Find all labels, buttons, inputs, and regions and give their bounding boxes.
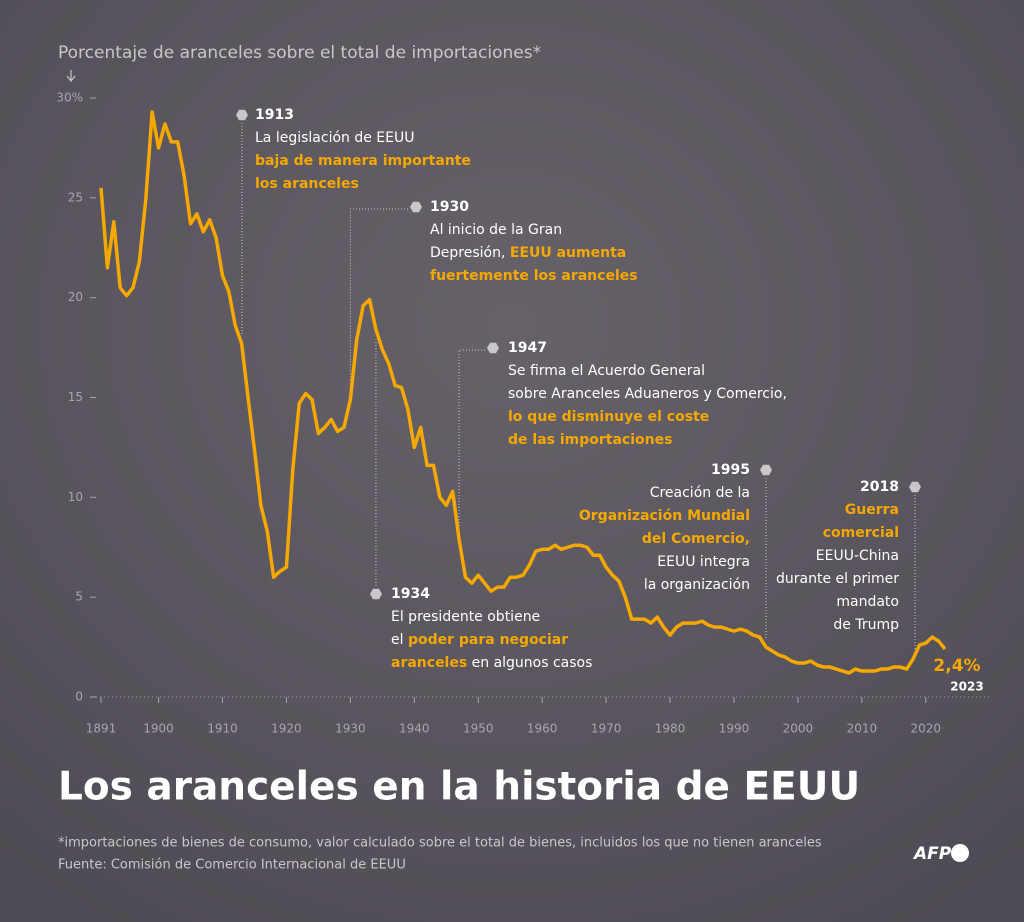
- annotation-year: 1947: [508, 340, 547, 356]
- annotation-text: baja de manera importante: [255, 153, 471, 169]
- x-tick-label: 2020: [911, 722, 942, 736]
- annotation-marker: [370, 588, 382, 600]
- annotation-text: de Trump: [833, 617, 899, 633]
- annotation-text: sobre Aranceles Aduaneros y Comercio,: [508, 386, 787, 402]
- y-tick-label: 15: [68, 390, 83, 404]
- logo-dot: [951, 844, 969, 862]
- annotation-marker: [410, 201, 422, 213]
- annotation-segment: durante el primer: [776, 571, 899, 587]
- annotation-segment: lo que disminuye el coste: [508, 409, 709, 425]
- annotation-text: Depresión, EEUU aumenta: [430, 245, 626, 261]
- annotation-segment: fuertemente los aranceles: [430, 268, 638, 284]
- annotation-segment: mandato: [836, 594, 899, 610]
- annotation-segment: los aranceles: [255, 176, 359, 192]
- annotation-text: La legislación de EEUU: [255, 130, 414, 146]
- axis-arrow: [66, 70, 76, 82]
- x-tick-label: 1910: [207, 722, 238, 736]
- annotation-segment: Depresión,: [430, 245, 510, 261]
- end-value-label: 2,4%: [933, 656, 980, 676]
- x-tick-label: 1920: [271, 722, 302, 736]
- annotation-year: 1913: [255, 107, 294, 123]
- annotation-segment: comercial: [823, 525, 899, 541]
- annotation-marker: [760, 464, 772, 476]
- annotation-segment: La legislación de EEUU: [255, 130, 414, 146]
- end-year-label: 2023: [950, 680, 983, 694]
- annotation-year: 1995: [711, 462, 750, 478]
- annotation-text: lo que disminuye el coste: [508, 409, 709, 425]
- annotation-leader: [349, 208, 408, 392]
- x-tick-label: 1900: [143, 722, 174, 736]
- annotation-marker: [487, 342, 499, 354]
- annotation-segment: EEUU integra: [657, 554, 750, 570]
- chart-title: Los aranceles en la historia de EEUU: [58, 765, 860, 810]
- x-tick-label: 2000: [783, 722, 814, 736]
- x-tick-label: 1950: [463, 722, 494, 736]
- x-tick-label: 2010: [847, 722, 878, 736]
- annotation-segment: sobre Aranceles Aduaneros y Comercio,: [508, 386, 787, 402]
- annotation-segment: de Trump: [833, 617, 899, 633]
- y-tick-label: 0: [75, 690, 83, 704]
- annotation-text: El presidente obtiene: [391, 609, 540, 625]
- annotation-text: Se firma el Acuerdo General: [508, 363, 705, 379]
- annotation-segment: baja de manera importante: [255, 153, 471, 169]
- annotation-segment: de las importaciones: [508, 432, 672, 448]
- x-tick-label: 1960: [527, 722, 558, 736]
- y-tick-label: 30%: [56, 91, 83, 105]
- annotation-text: de las importaciones: [508, 432, 672, 448]
- annotation-text: durante el primer: [776, 571, 899, 587]
- annotation-text: la organización: [644, 577, 750, 593]
- x-tick-label: 1891: [86, 722, 117, 736]
- source: Fuente: Comisión de Comercio Internacion…: [58, 858, 406, 873]
- chart-subtitle: Porcentaje de aranceles sobre el total d…: [58, 43, 541, 63]
- annotation-segment: Guerra: [845, 502, 899, 518]
- annotation-segment: poder para negociar: [408, 632, 568, 648]
- annotation-text: el poder para negociar: [391, 632, 568, 648]
- annotation-segment: Se firma el Acuerdo General: [508, 363, 705, 379]
- logo: AFP: [912, 844, 952, 864]
- annotation-marker: [236, 109, 248, 121]
- annotation-text: fuertemente los aranceles: [430, 268, 638, 284]
- annotation-segment: en algunos casos: [467, 655, 592, 671]
- annotation-year: 1934: [391, 586, 430, 602]
- annotation-text: del Comercio,: [642, 531, 750, 547]
- x-tick-label: 1990: [719, 722, 750, 736]
- annotation-segment: El presidente obtiene: [391, 609, 540, 625]
- annotation-text: Creación de la: [650, 485, 750, 501]
- annotation-text: Al inicio de la Gran: [430, 222, 562, 238]
- x-tick-label: 1930: [335, 722, 366, 736]
- annotation-text: EEUU integra: [657, 554, 750, 570]
- footnote: *importaciones de bienes de consumo, val…: [58, 836, 822, 851]
- annotation-text: comercial: [823, 525, 899, 541]
- annotation-text: EEUU-China: [816, 548, 899, 564]
- annotation-marker: [909, 481, 921, 493]
- annotation-segment: aranceles: [391, 655, 467, 671]
- annotation-year: 1930: [430, 199, 469, 215]
- y-tick-label: 10: [68, 490, 83, 504]
- y-tick-label: 5: [75, 590, 83, 604]
- data-line: [99, 110, 947, 675]
- annotation-text: los aranceles: [255, 176, 359, 192]
- annotation-segment: el: [391, 632, 408, 648]
- annotation-segment: EEUU-China: [816, 548, 899, 564]
- annotation-segment: del Comercio,: [642, 531, 750, 547]
- annotation-segment: Al inicio de la Gran: [430, 222, 562, 238]
- annotation-segment: Organización Mundial: [579, 508, 750, 524]
- annotation-text: Guerra: [845, 502, 899, 518]
- annotation-segment: la organización: [644, 577, 750, 593]
- annotation-text: aranceles en algunos casos: [391, 655, 592, 671]
- annotation-text: Organización Mundial: [579, 508, 750, 524]
- x-tick-label: 1940: [399, 722, 430, 736]
- annotation-text: mandato: [836, 594, 899, 610]
- x-tick-label: 1980: [655, 722, 686, 736]
- annotation-year: 2018: [860, 479, 899, 495]
- x-tick-label: 1970: [591, 722, 622, 736]
- annotation-segment: Creación de la: [650, 485, 750, 501]
- y-tick-label: 20: [68, 290, 83, 304]
- y-tick-label: 25: [68, 190, 83, 204]
- annotation-segment: EEUU aumenta: [510, 245, 626, 261]
